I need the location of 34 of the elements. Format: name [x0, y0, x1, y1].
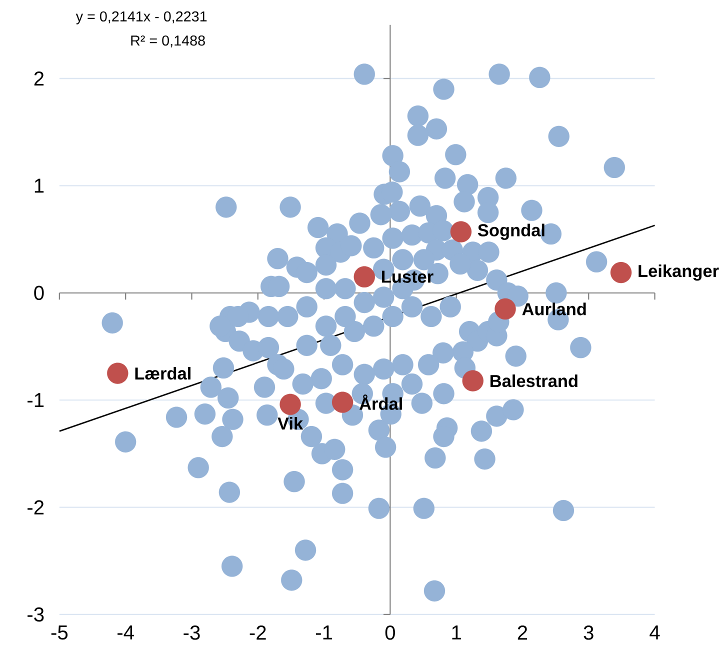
x-tick-label: -1: [316, 626, 332, 640]
point: [280, 394, 301, 416]
y-tick-label: -3: [28, 607, 44, 622]
annotation: Årdal: [359, 394, 402, 410]
annotation: Balestrand: [490, 374, 578, 388]
annotation: Luster: [382, 270, 434, 283]
x-tick-label: 1: [452, 626, 461, 640]
y-tick-label: 1: [34, 178, 44, 193]
point: [610, 262, 632, 284]
y-tick-label: -1: [28, 393, 44, 408]
annotation: Leikanger: [638, 264, 719, 281]
text: y = 0,2141x - 0,2231: [76, 11, 207, 24]
annotation: Lærdal: [135, 367, 190, 380]
x-tick-label: 3: [584, 626, 594, 640]
point: [494, 298, 516, 320]
point: [354, 266, 375, 288]
y-tick-label: 2: [34, 72, 44, 86]
x-tick-label: -5: [51, 626, 68, 640]
point: [462, 370, 484, 392]
x-tick-label: -3: [184, 626, 200, 640]
point: [332, 392, 354, 413]
y-tick-label: 0: [34, 286, 44, 300]
x-tick-label: -4: [118, 626, 134, 640]
annotation: Vik: [278, 417, 304, 430]
y-tick-label: -2: [28, 500, 44, 514]
annotation: Sogndal: [478, 224, 544, 240]
x-tick-label: 4: [650, 626, 660, 640]
x-tick-label: 2: [518, 626, 528, 640]
annotation: R² = 0,1488: [131, 36, 205, 48]
annotation: Aurland: [522, 302, 586, 316]
x-tick-label: 0: [385, 626, 395, 640]
point: [107, 362, 128, 384]
x-tick-label: -2: [250, 626, 266, 640]
point: [450, 221, 472, 243]
